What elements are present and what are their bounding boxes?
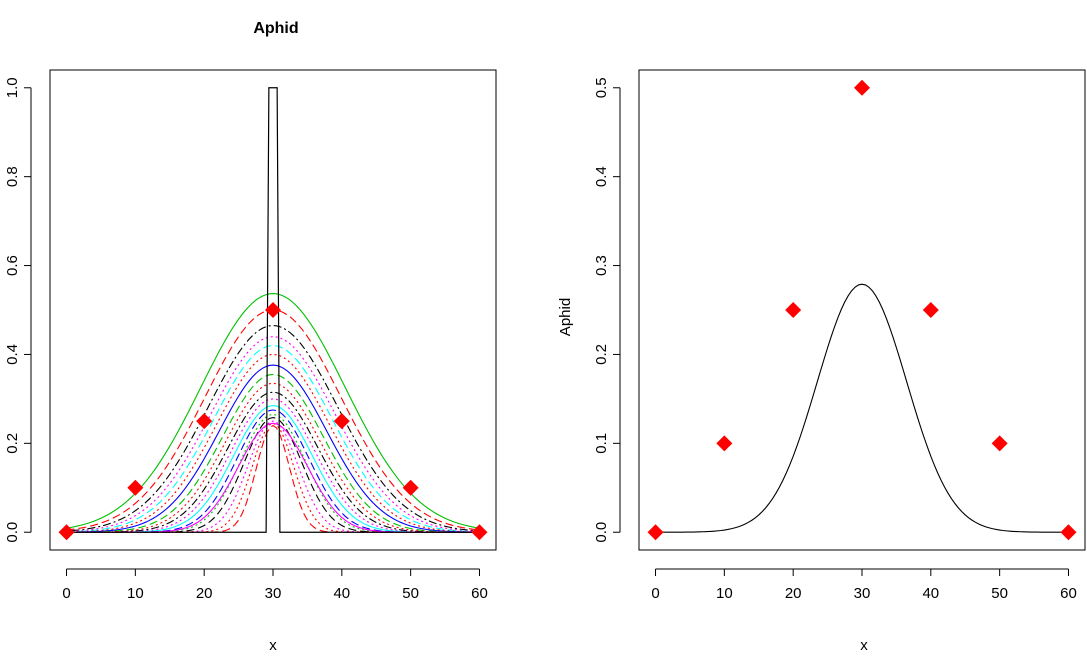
right-y-axis-label: Aphid <box>557 298 574 336</box>
data-point <box>785 302 802 318</box>
data-point <box>196 413 213 430</box>
right-points <box>647 79 1077 541</box>
y-tick-label: 0.4 <box>593 166 610 187</box>
y-tick-label: 0.3 <box>593 255 610 276</box>
left-y-axis: 0.0 0.2 0.4 0.6 0.8 1.0 <box>4 77 32 543</box>
x-tick-label: 40 <box>333 585 350 602</box>
x-tick-label: 20 <box>785 585 802 602</box>
x-tick-label: 10 <box>127 585 144 602</box>
right-x-axis-label: x <box>860 637 868 654</box>
series-line-2 <box>66 325 480 532</box>
x-tick-label: 60 <box>471 585 488 602</box>
x-tick-label: 10 <box>716 585 733 602</box>
y-tick-label: 0.0 <box>593 522 610 543</box>
series-line-11 <box>66 405 480 533</box>
series-line-0 <box>655 283 1069 533</box>
y-tick-label: 0.5 <box>593 77 610 98</box>
series-line-7 <box>66 373 480 533</box>
data-point <box>854 79 870 96</box>
series-line-12 <box>66 409 480 533</box>
right-y-axis: 0.0 0.1 0.2 0.3 0.4 0.5 <box>593 77 621 543</box>
y-tick-label: 0.2 <box>593 344 610 365</box>
x-tick-label: 30 <box>854 585 871 602</box>
x-tick-label: 0 <box>651 585 659 602</box>
y-tick-label: 0.6 <box>4 255 21 276</box>
right-panel: 0 10 20 30 40 50 60 0.0 0.1 0.2 0.3 0.4 0.5 x Aphid <box>557 69 1086 654</box>
y-tick-label: 1.0 <box>4 77 21 98</box>
series-line-4 <box>66 345 480 533</box>
left-chart-title: Aphid <box>253 20 298 37</box>
series-line-3 <box>66 336 480 533</box>
data-point <box>58 524 75 541</box>
x-tick-label: 50 <box>991 585 1008 602</box>
data-point <box>647 524 664 541</box>
series-line-5 <box>66 353 480 533</box>
series-line-0 <box>66 293 480 529</box>
x-tick-label: 20 <box>196 585 213 602</box>
y-tick-label: 0.1 <box>593 433 610 454</box>
left-x-axis: 0 10 20 30 40 50 60 <box>62 568 488 602</box>
x-tick-label: 50 <box>402 585 419 602</box>
y-tick-label: 0.0 <box>4 522 21 543</box>
series-line-15 <box>66 420 480 533</box>
x-tick-label: 60 <box>1060 585 1077 602</box>
left-plot-frame <box>49 69 497 551</box>
y-tick-label: 0.2 <box>4 433 21 454</box>
x-tick-label: 30 <box>265 585 282 602</box>
spike-line <box>66 87 480 533</box>
right-x-axis: 0 10 20 30 40 50 60 <box>651 568 1077 602</box>
left-points <box>58 302 488 541</box>
left-panel: Aphid 0 10 20 30 40 50 60 0.0 0.2 0.4 0.6 0.8 1.0 x <box>4 20 497 654</box>
data-point <box>402 479 419 496</box>
series-line-10 <box>66 398 480 533</box>
data-point <box>265 302 281 318</box>
right-plot-frame <box>638 69 1086 551</box>
data-point <box>127 479 144 496</box>
x-tick-label: 0 <box>62 585 70 602</box>
y-tick-label: 0.4 <box>4 344 21 365</box>
series-line-17 <box>66 424 480 533</box>
data-point <box>922 302 939 318</box>
series-line-18 <box>66 422 480 533</box>
series-line-6 <box>66 364 480 533</box>
series-line-1 <box>66 309 480 531</box>
data-point <box>1060 524 1077 541</box>
data-point <box>333 413 350 430</box>
series-line-9 <box>66 391 480 533</box>
data-point <box>471 524 488 541</box>
data-point <box>716 435 733 452</box>
left-x-axis-label: x <box>269 637 277 654</box>
y-tick-label: 0.8 <box>4 166 21 187</box>
right-lines <box>655 283 1069 533</box>
x-tick-label: 40 <box>922 585 939 602</box>
series-line-16 <box>66 422 480 533</box>
data-point <box>991 435 1008 452</box>
